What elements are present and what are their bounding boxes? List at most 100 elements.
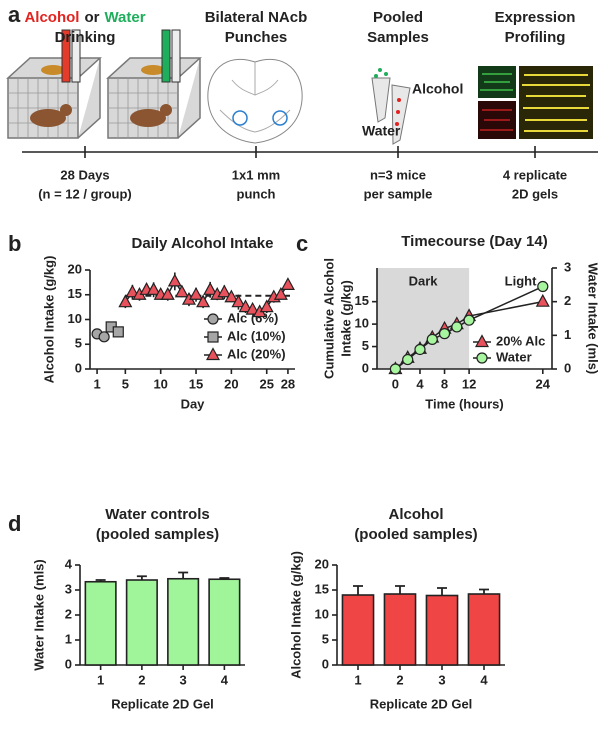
y2-tick-label: 3 bbox=[564, 259, 571, 274]
y-tick-label: 15 bbox=[68, 286, 82, 301]
legend-label: Alc (6%) bbox=[227, 310, 278, 325]
bar bbox=[84, 580, 117, 666]
bar bbox=[208, 578, 241, 666]
x-axis-label: Replicate 2D Gel bbox=[370, 696, 473, 711]
x-tick-label: 2 bbox=[138, 672, 145, 687]
step-caption: 28 Days bbox=[60, 167, 109, 182]
y-tick-label: 10 bbox=[355, 316, 369, 331]
step-caption: per sample bbox=[364, 186, 433, 201]
bar bbox=[425, 594, 459, 666]
x-tick-label: 25 bbox=[259, 376, 273, 391]
chart-title: Timecourse (Day 14) bbox=[401, 233, 547, 250]
bar bbox=[125, 579, 158, 666]
marker bbox=[146, 282, 161, 295]
marker bbox=[203, 282, 218, 295]
chart-title: (pooled samples) bbox=[96, 526, 219, 543]
error-bar bbox=[219, 577, 230, 580]
error-bar bbox=[395, 585, 405, 594]
chart-title: Water controls bbox=[105, 506, 209, 523]
y2-axis-label: Water Intake (mls) bbox=[586, 263, 601, 375]
x-axis-label: Replicate 2D Gel bbox=[111, 696, 214, 711]
legend-label: 20% Alc bbox=[496, 333, 545, 348]
y-tick-label: 0 bbox=[322, 656, 329, 671]
error-bar bbox=[353, 585, 363, 595]
legend-marker bbox=[205, 347, 221, 361]
y-tick-label: 0 bbox=[65, 656, 72, 671]
marker bbox=[537, 280, 549, 293]
marker bbox=[160, 286, 175, 300]
marker bbox=[238, 299, 253, 313]
x-axis-label: Day bbox=[181, 396, 206, 411]
y-axis-label: Cumulative Alcohol bbox=[321, 258, 336, 379]
x-tick-label: 15 bbox=[189, 376, 203, 391]
x-tick-label: 2 bbox=[396, 672, 403, 687]
y-tick-label: 15 bbox=[315, 581, 329, 596]
marker bbox=[167, 273, 182, 287]
x-tick-label: 0 bbox=[392, 376, 399, 391]
gel-images bbox=[478, 66, 593, 139]
error-bar bbox=[437, 587, 447, 596]
y-tick-label: 5 bbox=[362, 338, 369, 353]
y-tick-label: 10 bbox=[315, 606, 329, 621]
step-title: Punches bbox=[225, 29, 288, 46]
chart-title: Daily Alcohol Intake bbox=[132, 235, 274, 252]
annotation: Dark bbox=[409, 273, 439, 288]
x-tick-label: 4 bbox=[480, 672, 488, 687]
tubes bbox=[371, 68, 411, 145]
error-bar bbox=[178, 571, 189, 579]
legend-marker bbox=[474, 334, 490, 348]
y-tick-label: 15 bbox=[355, 293, 369, 308]
marker bbox=[414, 343, 426, 356]
y-tick-label: 10 bbox=[68, 311, 82, 326]
x-tick-label: 3 bbox=[438, 672, 445, 687]
step-title: Samples bbox=[367, 29, 429, 46]
step-caption: 2D gels bbox=[512, 186, 558, 201]
marker bbox=[125, 284, 140, 298]
title-part: Alcohol bbox=[24, 9, 79, 26]
cages bbox=[6, 29, 202, 139]
y2-tick-label: 1 bbox=[564, 327, 571, 342]
step-title: Pooled bbox=[373, 9, 423, 26]
x-tick-label: 5 bbox=[122, 376, 129, 391]
marker bbox=[426, 333, 438, 345]
x-tick-label: 4 bbox=[416, 376, 424, 391]
bar bbox=[467, 593, 501, 666]
bar bbox=[167, 577, 200, 666]
title-part: Water bbox=[104, 9, 145, 26]
x-tick-label: 1 bbox=[97, 672, 104, 687]
marker bbox=[217, 284, 232, 298]
x-tick-label: 10 bbox=[153, 376, 167, 391]
step-title: Bilateral NAcb bbox=[205, 9, 308, 26]
marker bbox=[174, 284, 189, 298]
y-axis-label: Intake (g/kg) bbox=[338, 280, 353, 357]
legend-marker bbox=[207, 313, 219, 325]
x-axis-label: Time (hours) bbox=[425, 396, 504, 411]
marker bbox=[224, 289, 239, 303]
x-tick-label: 24 bbox=[536, 376, 551, 391]
x-tick-label: 20 bbox=[224, 376, 238, 391]
marker bbox=[451, 321, 463, 333]
marker bbox=[98, 331, 110, 343]
step-caption: (n = 12 / group) bbox=[38, 186, 132, 201]
step-title: Alcohol or Water bbox=[24, 9, 145, 26]
tube-label: Water bbox=[362, 123, 401, 139]
y-tick-label: 3 bbox=[65, 581, 72, 596]
y-tick-label: 1 bbox=[65, 631, 72, 646]
step-caption: 1x1 mm bbox=[232, 167, 280, 182]
x-tick-label: 3 bbox=[180, 672, 187, 687]
step-caption: punch bbox=[237, 186, 276, 201]
y-tick-label: 0 bbox=[362, 360, 369, 375]
marker bbox=[189, 286, 204, 300]
marker bbox=[273, 286, 288, 300]
error-bar bbox=[95, 579, 106, 582]
marker bbox=[245, 301, 260, 315]
legend-label: Alc (20%) bbox=[227, 346, 286, 361]
marker bbox=[463, 314, 475, 326]
marker bbox=[438, 328, 451, 340]
x-tick-label: 4 bbox=[221, 672, 229, 687]
marker bbox=[112, 326, 124, 338]
y-tick-label: 20 bbox=[68, 261, 82, 276]
bar bbox=[383, 593, 417, 666]
step-title: Drinking bbox=[55, 29, 116, 46]
marker bbox=[259, 299, 274, 313]
